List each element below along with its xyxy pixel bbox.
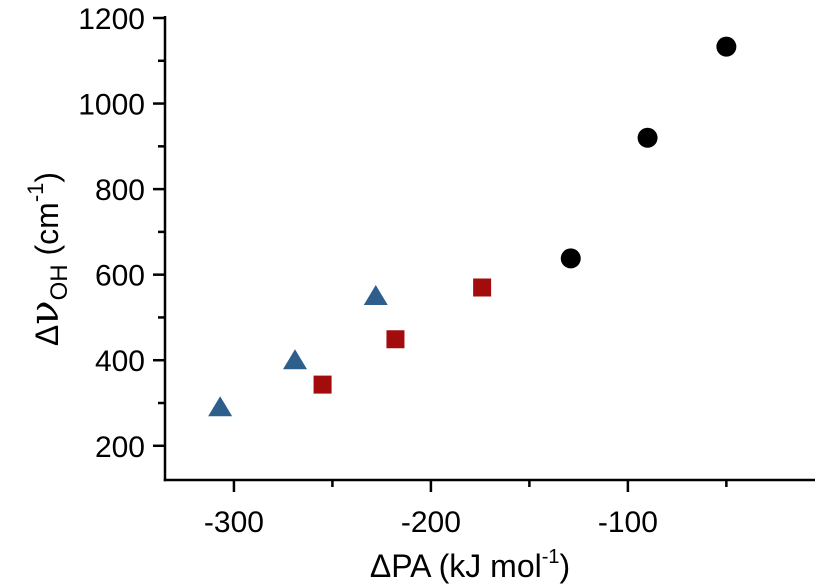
y-axis-title-sub: OH bbox=[46, 264, 73, 300]
x-axis-title-sup: -1 bbox=[542, 546, 560, 568]
y-tick-label: 1000 bbox=[78, 89, 145, 122]
square-point bbox=[313, 375, 332, 394]
x-tick-label: -300 bbox=[204, 506, 264, 539]
y-axis-title-delta: Δ bbox=[29, 325, 65, 346]
tick-labels: 200 400 600 800 1000 1200 -300 -200 -100 bbox=[78, 3, 658, 539]
y-tick-label: 1200 bbox=[78, 3, 145, 36]
x-axis-title: ΔPA (kJ mol-1) bbox=[370, 546, 570, 584]
triangle-point bbox=[363, 285, 388, 306]
y-axis-title-nu: ν bbox=[22, 300, 68, 324]
triangle-point bbox=[208, 396, 233, 417]
y-tick-label: 200 bbox=[95, 431, 145, 464]
x-axis-title-suffix: ) bbox=[560, 548, 571, 584]
ticks bbox=[153, 16, 728, 492]
data-points bbox=[208, 36, 737, 417]
y-tick-label: 400 bbox=[95, 345, 145, 378]
circle-point bbox=[716, 36, 737, 57]
y-axis-title: ΔνOH (cm-1) bbox=[22, 172, 73, 346]
axes bbox=[163, 16, 815, 482]
y-axis-title-unit-open: (cm bbox=[29, 202, 65, 264]
y-tick-label: 600 bbox=[95, 260, 145, 293]
circle-point bbox=[560, 248, 581, 269]
y-tick-label: 800 bbox=[95, 174, 145, 207]
triangle-point bbox=[283, 349, 307, 370]
square-point bbox=[386, 330, 405, 349]
square-point bbox=[473, 278, 492, 297]
y-axis-title-sup: -1 bbox=[23, 183, 48, 203]
circle-point bbox=[637, 127, 658, 148]
x-tick-label: -200 bbox=[401, 506, 461, 539]
x-tick-label: -100 bbox=[598, 506, 658, 539]
x-axis-title-main: ΔPA (kJ mol bbox=[370, 548, 542, 584]
y-axis-title-unit-close: ) bbox=[29, 172, 65, 183]
